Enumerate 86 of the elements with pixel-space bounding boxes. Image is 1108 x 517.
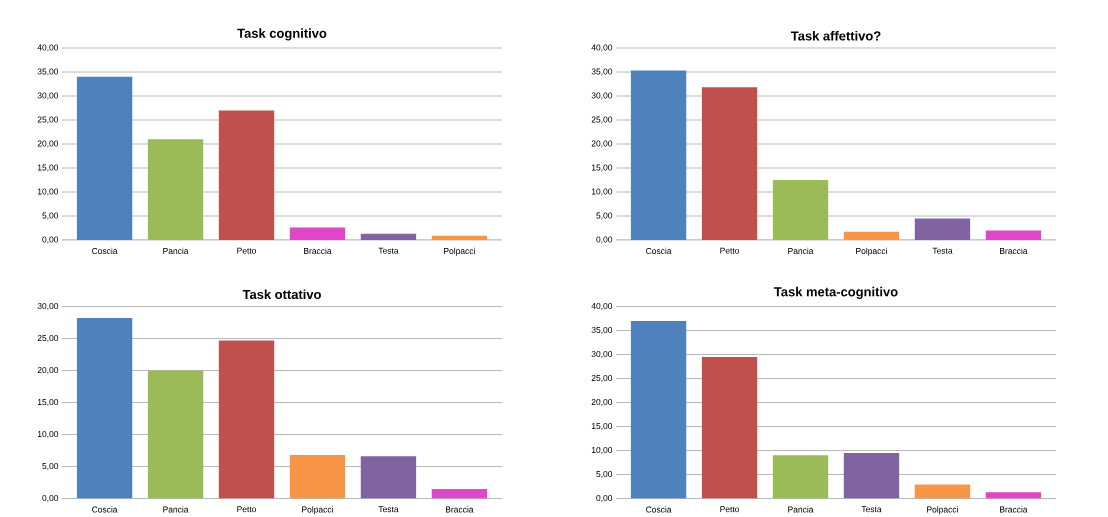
x-tick-label: Polpacci: [444, 247, 475, 256]
bar: [914, 484, 971, 499]
chart-title: Task cognitivo: [237, 28, 327, 41]
y-tick-label: 5,00: [596, 212, 613, 220]
y-tick-label: 0,00: [42, 236, 59, 244]
x-tick-label: Coscia: [92, 506, 118, 513]
bar: [630, 320, 687, 499]
y-tick-label: 20,00: [37, 367, 59, 374]
y-tick-label: 0,00: [596, 495, 613, 502]
bar: [76, 318, 133, 499]
x-tick-label: Polpacci: [302, 506, 333, 515]
bar: [289, 454, 346, 499]
bar: [147, 139, 204, 240]
x-tick-label: Braccia: [999, 247, 1028, 254]
y-tick-label: 40,00: [591, 44, 613, 52]
x-tick-label: Coscia: [92, 247, 118, 254]
y-tick-label: 25,00: [591, 375, 613, 382]
bar: [843, 231, 900, 240]
bar: [772, 180, 829, 240]
x-tick-label: Testa: [378, 506, 399, 513]
y-tick-label: 20,00: [591, 140, 613, 148]
y-tick-label: 25,00: [591, 116, 613, 124]
x-tick-label: Testa: [378, 247, 399, 254]
x-tick-label: Braccia: [445, 506, 474, 513]
y-tick-label: 0,00: [596, 236, 613, 244]
bar: [985, 492, 1042, 499]
y-tick-label: 15,00: [591, 164, 613, 172]
y-tick-label: 30,00: [591, 92, 613, 100]
x-tick-label: Coscia: [646, 506, 672, 513]
bar: [701, 356, 758, 499]
bar: [289, 227, 346, 240]
x-tick-label: Coscia: [646, 247, 672, 254]
bar: [701, 87, 758, 240]
y-tick-label: 10,00: [591, 447, 613, 454]
y-tick-label: 30,00: [37, 92, 59, 100]
y-tick-label: 10,00: [37, 431, 59, 438]
y-tick-label: 25,00: [37, 116, 59, 124]
y-tick-label: 15,00: [591, 423, 613, 430]
x-tick-label: Braccia: [999, 506, 1028, 513]
bar: [985, 230, 1042, 240]
bar: [431, 235, 488, 240]
chart-title: Task meta-cognitivo: [774, 286, 898, 300]
bar: [147, 370, 204, 499]
chart-title: Task ottativo: [242, 289, 321, 300]
x-tick-label: Testa: [932, 247, 953, 254]
x-tick-label: Testa: [861, 506, 882, 513]
chart-title: Task affettivo?: [790, 30, 881, 41]
y-tick-label: 35,00: [591, 327, 613, 334]
y-tick-label: 25,00: [37, 335, 59, 342]
bar: [360, 456, 417, 499]
x-tick-label: Pancia: [788, 506, 814, 513]
x-tick-label: Polpacci: [927, 506, 958, 515]
bar: [360, 233, 417, 240]
y-tick-label: 30,00: [591, 351, 613, 358]
x-tick-label: Pancia: [163, 506, 189, 513]
bar: [76, 76, 133, 240]
bar: [431, 488, 488, 499]
y-tick-label: 20,00: [591, 399, 613, 406]
x-tick-label: Braccia: [304, 247, 332, 254]
y-tick-label: 15,00: [37, 399, 59, 406]
x-tick-label: Petto: [720, 506, 740, 513]
y-tick-label: 40,00: [591, 303, 613, 310]
y-tick-label: 35,00: [37, 68, 59, 76]
x-tick-label: Pancia: [163, 247, 189, 254]
y-tick-label: 15,00: [37, 164, 59, 172]
bar: [630, 70, 687, 240]
y-tick-label: 5,00: [42, 212, 59, 220]
y-tick-label: 35,00: [591, 68, 613, 76]
bar: [218, 110, 275, 240]
bar: [218, 340, 275, 499]
y-tick-label: 30,00: [37, 303, 59, 310]
x-tick-label: Petto: [237, 247, 257, 254]
bar: [914, 218, 971, 240]
y-tick-label: 10,00: [37, 188, 59, 196]
x-tick-label: Petto: [237, 506, 257, 513]
bar: [772, 455, 829, 499]
y-tick-label: 10,00: [591, 188, 613, 196]
x-tick-label: Polpacci: [856, 247, 887, 256]
y-tick-label: 0,00: [42, 495, 59, 502]
x-tick-label: Petto: [720, 247, 740, 254]
y-tick-label: 5,00: [596, 471, 613, 478]
bar: [843, 452, 900, 499]
x-tick-label: Pancia: [788, 247, 814, 254]
y-tick-label: 5,00: [42, 463, 59, 470]
y-tick-label: 40,00: [37, 44, 59, 52]
y-tick-label: 20,00: [37, 140, 59, 148]
